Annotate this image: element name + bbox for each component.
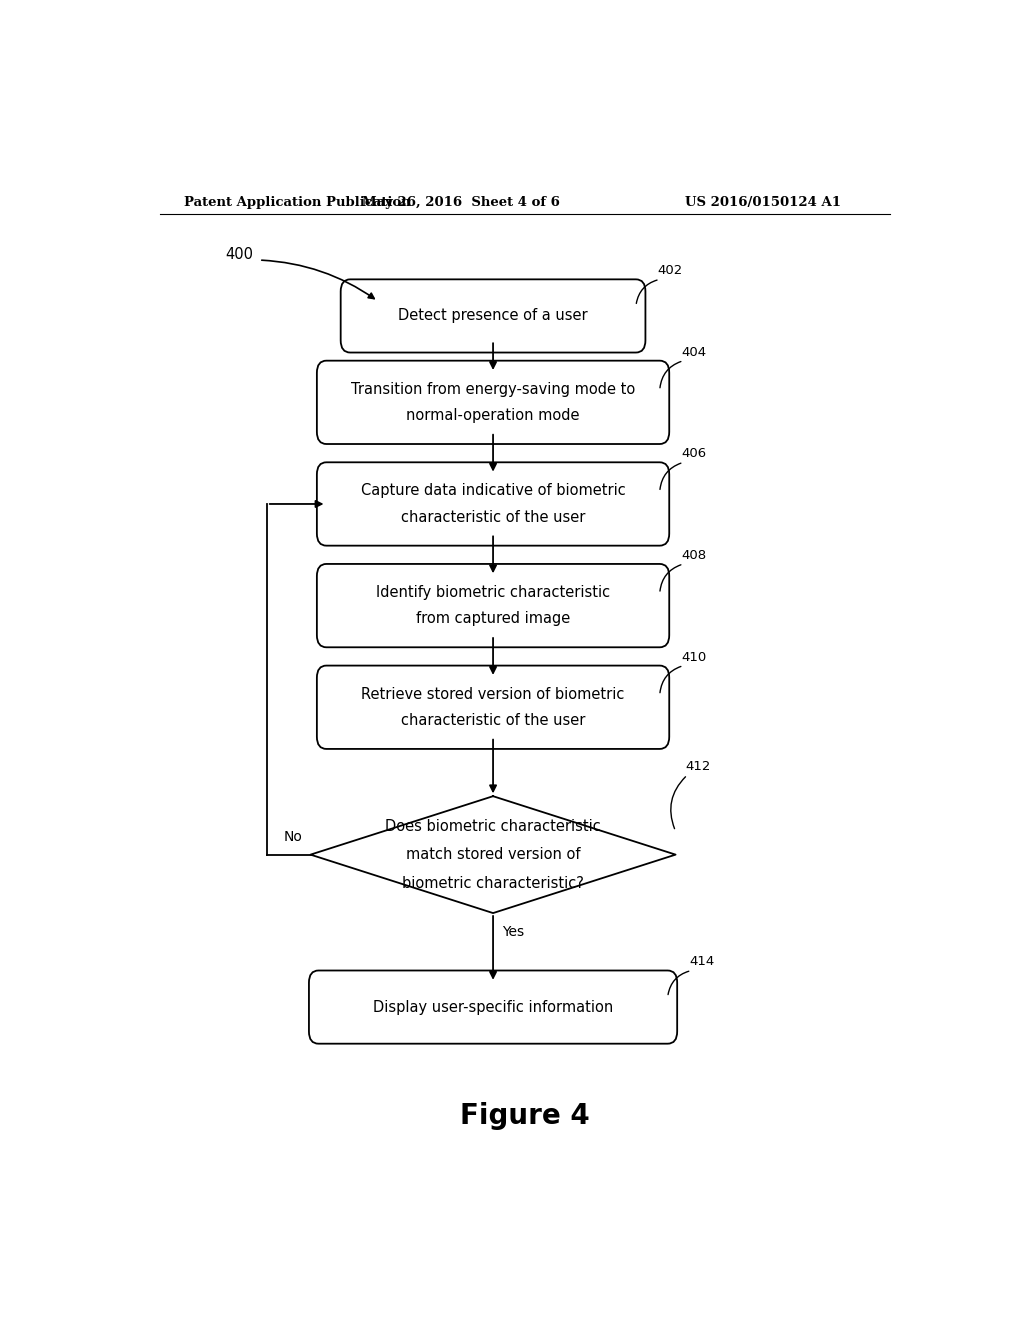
FancyBboxPatch shape [316,462,670,545]
Text: Figure 4: Figure 4 [460,1102,590,1130]
Text: characteristic of the user: characteristic of the user [400,713,586,727]
Text: Patent Application Publication: Patent Application Publication [183,195,411,209]
Text: US 2016/0150124 A1: US 2016/0150124 A1 [685,195,841,209]
Text: Retrieve stored version of biometric: Retrieve stored version of biometric [361,686,625,701]
Text: Does biometric characteristic: Does biometric characteristic [385,818,601,834]
Text: 408: 408 [681,549,707,562]
FancyBboxPatch shape [316,665,670,748]
Text: No: No [284,830,303,845]
Text: 410: 410 [681,651,707,664]
Text: from captured image: from captured image [416,611,570,626]
FancyBboxPatch shape [341,280,645,352]
Text: biometric characteristic?: biometric characteristic? [402,875,584,891]
Text: characteristic of the user: characteristic of the user [400,510,586,524]
Text: Detect presence of a user: Detect presence of a user [398,309,588,323]
Text: 412: 412 [685,760,711,772]
FancyBboxPatch shape [316,564,670,647]
FancyBboxPatch shape [316,360,670,444]
Text: Yes: Yes [502,925,524,940]
Text: 404: 404 [681,346,707,359]
Text: 414: 414 [689,956,715,969]
Text: Identify biometric characteristic: Identify biometric characteristic [376,585,610,599]
Text: 400: 400 [225,247,253,263]
Text: Capture data indicative of biometric: Capture data indicative of biometric [360,483,626,498]
Text: May 26, 2016  Sheet 4 of 6: May 26, 2016 Sheet 4 of 6 [362,195,560,209]
Text: 406: 406 [681,447,707,461]
Text: normal-operation mode: normal-operation mode [407,408,580,422]
Polygon shape [310,796,676,913]
Text: Display user-specific information: Display user-specific information [373,999,613,1015]
FancyBboxPatch shape [309,970,677,1044]
Text: Transition from energy-saving mode to: Transition from energy-saving mode to [351,381,635,396]
Text: match stored version of: match stored version of [406,847,581,862]
Text: 402: 402 [657,264,683,277]
